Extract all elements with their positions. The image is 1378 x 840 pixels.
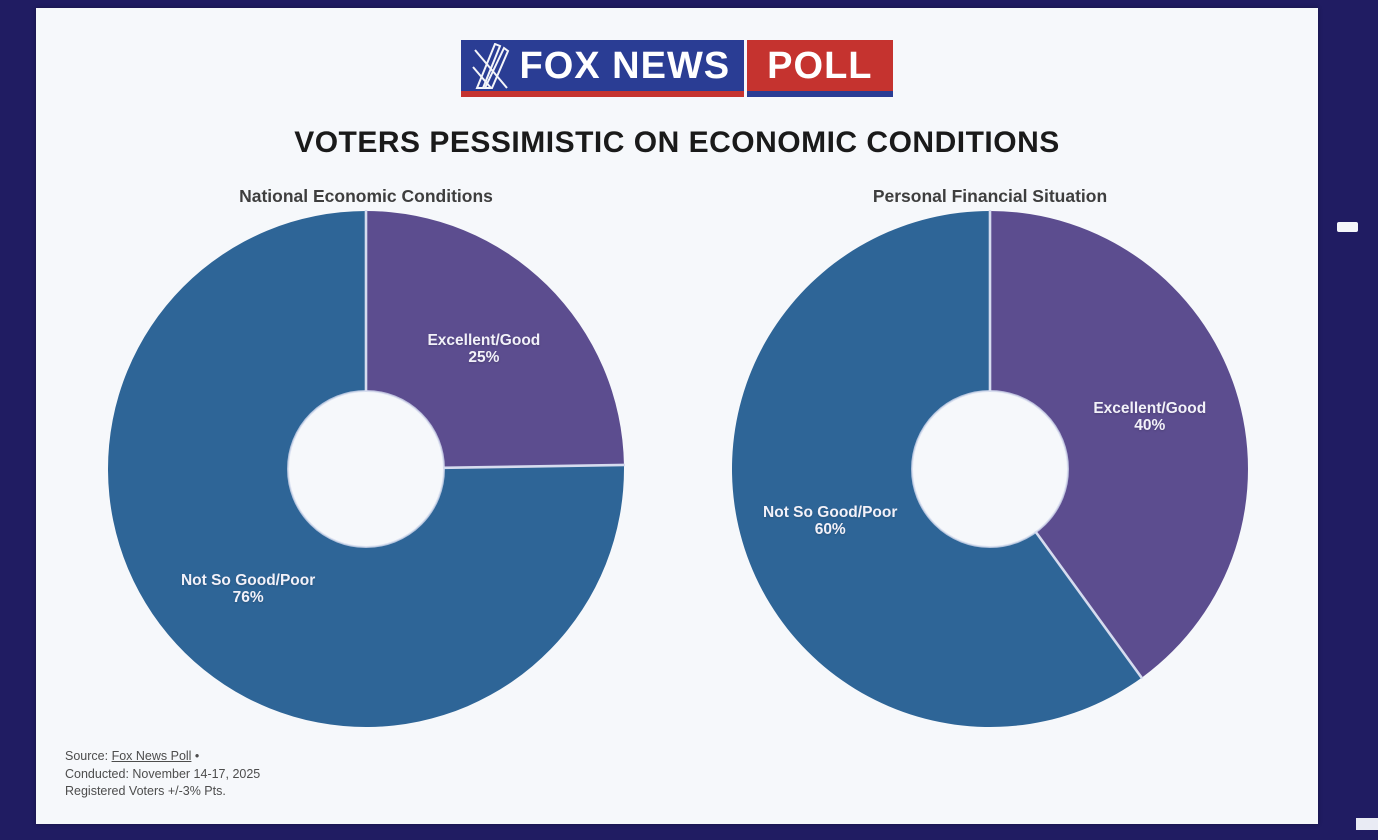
slice-divider <box>1034 530 1144 680</box>
source-link[interactable]: Fox News Poll <box>111 749 192 763</box>
pie-slice-not-so-good-poor <box>731 211 1142 728</box>
bottom-right-artifact <box>1356 818 1378 830</box>
slice-label: Not So Good/Poor 60% <box>763 503 898 538</box>
chart-title-personal: Personal Financial Situation <box>872 186 1108 206</box>
logo-divider <box>744 40 748 97</box>
fox-news-logo-box: FOX NEWS <box>461 40 745 97</box>
fox-news-poll-logo: FOX NEWS POLL <box>36 40 1318 97</box>
dash-marker-icon <box>1337 222 1358 232</box>
donut-hole-ring <box>911 390 1069 548</box>
source-prefix: Source: <box>65 749 112 763</box>
fox-news-logo-text: FOX NEWS <box>519 44 731 87</box>
chart-title-national: National Economic Conditions <box>239 186 493 206</box>
donut-svg <box>108 210 625 727</box>
donut-chart-personal: Excellent/Good 40% Not So Good/Poor 60% <box>730 209 1250 729</box>
slice-label: Excellent/Good 40% <box>1093 400 1207 435</box>
source-bullet: • <box>191 749 200 763</box>
donut-svg <box>731 210 1248 728</box>
source-line-3: Registered Voters +/-3% Pts. <box>65 784 226 798</box>
slice-divider <box>442 463 625 470</box>
page-title: VOTERS PESSIMISTIC ON ECONOMIC CONDITION… <box>294 126 1060 159</box>
source-line-1: Source: Fox News Poll • <box>65 748 260 766</box>
pie-slice-excellent-good <box>990 211 1248 678</box>
donut-chart-national: Excellent/Good 25% Not So Good/Poor 76% <box>106 209 626 729</box>
chart-personal-financial-situation: Personal Financial Situation Excellent/G… <box>730 186 1250 729</box>
donut-hole-ring <box>287 390 445 548</box>
source-note: Source: Fox News Poll • Conducted: Novem… <box>65 748 260 801</box>
poll-logo-box: POLL <box>747 40 893 97</box>
pie-slice-not-so-good-poor <box>108 211 625 727</box>
slice-label: Excellent/Good 25% <box>427 332 541 367</box>
poll-logo-text: POLL <box>767 44 873 87</box>
slice-label: Not So Good/Poor 76% <box>180 571 316 606</box>
pie-slice-excellent-good <box>366 211 624 468</box>
fox-searchlights-icon <box>472 42 510 89</box>
poll-card: FOX NEWS POLL VOTERS PESSIMISTIC ON ECON… <box>36 8 1318 824</box>
source-line-2: Conducted: November 14-17, 2025 <box>65 766 261 781</box>
chart-national-economic-conditions: National Economic Conditions Excellent/G… <box>106 186 626 729</box>
